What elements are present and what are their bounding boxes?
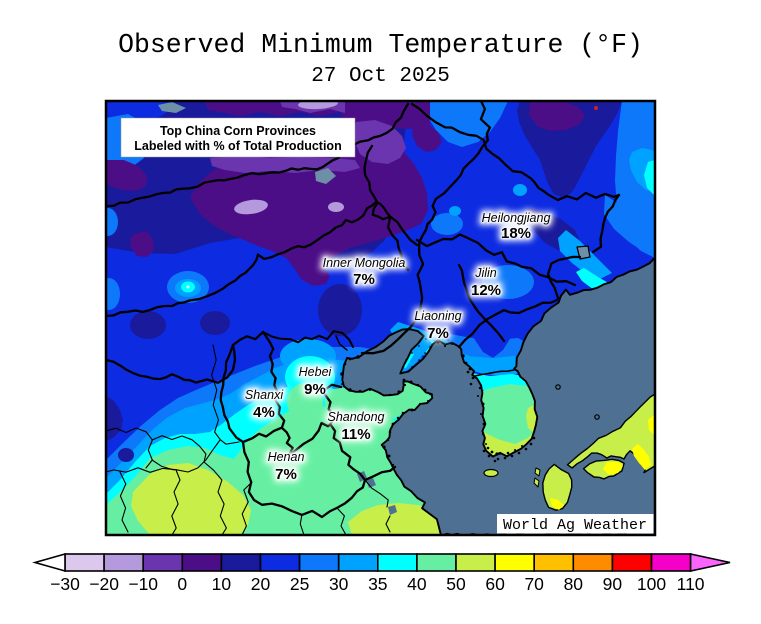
svg-text:World Ag Weather: World Ag Weather	[503, 517, 647, 534]
svg-text:Jilin: Jilin	[474, 266, 497, 280]
svg-text:7%: 7%	[427, 325, 449, 342]
svg-text:12%: 12%	[471, 282, 501, 299]
svg-text:Heilongjiang: Heilongjiang	[482, 211, 551, 225]
svg-text:Jilin: Jilin	[474, 266, 497, 280]
svg-text:80: 80	[564, 574, 584, 594]
svg-text:40: 40	[407, 574, 427, 594]
svg-text:7%: 7%	[275, 466, 297, 483]
svg-text:25: 25	[290, 574, 309, 594]
svg-text:4%: 4%	[253, 404, 275, 421]
svg-text:Henan: Henan	[268, 450, 305, 464]
svg-text:50: 50	[446, 574, 466, 594]
svg-text:Shandong: Shandong	[327, 410, 384, 424]
svg-text:60: 60	[485, 574, 505, 594]
svg-text:18%: 18%	[501, 225, 531, 242]
svg-text:−30: −30	[50, 574, 80, 594]
svg-text:Hebei: Hebei	[299, 365, 333, 379]
svg-text:90: 90	[603, 574, 623, 594]
svg-text:−10: −10	[128, 574, 158, 594]
svg-text:Labeled with % of Total Produc: Labeled with % of Total Production	[134, 139, 341, 153]
svg-text:Shandong: Shandong	[327, 410, 384, 424]
svg-text:70: 70	[524, 574, 544, 594]
svg-text:7%: 7%	[353, 271, 375, 288]
svg-text:9%: 9%	[304, 381, 326, 398]
svg-text:Shandong: Shandong	[327, 410, 384, 424]
svg-text:0: 0	[177, 574, 187, 594]
svg-text:12%: 12%	[471, 282, 501, 299]
svg-text:4%: 4%	[253, 404, 275, 421]
svg-text:Hebei: Hebei	[299, 365, 333, 379]
svg-text:7%: 7%	[275, 466, 297, 483]
svg-text:11%: 11%	[341, 426, 370, 443]
svg-text:110: 110	[677, 574, 705, 594]
svg-text:10: 10	[212, 574, 232, 594]
svg-text:Shanxi: Shanxi	[245, 388, 284, 402]
svg-text:9%: 9%	[304, 381, 326, 398]
svg-text:Liaoning: Liaoning	[414, 309, 461, 323]
svg-text:Inner Mongolia: Inner Mongolia	[323, 256, 406, 270]
svg-text:4%: 4%	[253, 404, 275, 421]
svg-text:Henan: Henan	[268, 450, 305, 464]
svg-text:18%: 18%	[501, 225, 531, 242]
svg-text:−20: −20	[89, 574, 119, 594]
svg-text:7%: 7%	[427, 325, 449, 342]
svg-text:7%: 7%	[353, 271, 375, 288]
svg-text:9%: 9%	[304, 381, 326, 398]
svg-text:Henan: Henan	[268, 450, 305, 464]
svg-text:Inner Mongolia: Inner Mongolia	[323, 256, 406, 270]
svg-text:11%: 11%	[341, 426, 370, 443]
svg-text:Shanxi: Shanxi	[245, 388, 284, 402]
svg-text:11%: 11%	[341, 426, 370, 443]
svg-text:18%: 18%	[501, 225, 531, 242]
svg-text:35: 35	[368, 574, 387, 594]
svg-text:30: 30	[329, 574, 349, 594]
svg-text:7%: 7%	[427, 325, 449, 342]
svg-text:Hebei: Hebei	[299, 365, 333, 379]
svg-text:Inner Mongolia: Inner Mongolia	[323, 256, 406, 270]
svg-text:7%: 7%	[353, 271, 375, 288]
svg-text:Heilongjiang: Heilongjiang	[482, 211, 551, 225]
svg-text:Top China Corn Provinces: Top China Corn Provinces	[160, 124, 316, 138]
svg-text:Jilin: Jilin	[474, 266, 497, 280]
svg-text:Liaoning: Liaoning	[414, 309, 461, 323]
svg-text:7%: 7%	[275, 466, 297, 483]
svg-text:Heilongjiang: Heilongjiang	[482, 211, 551, 225]
svg-text:20: 20	[251, 574, 271, 594]
svg-text:100: 100	[637, 574, 666, 594]
svg-text:12%: 12%	[471, 282, 501, 299]
svg-text:Shanxi: Shanxi	[245, 388, 284, 402]
svg-text:Liaoning: Liaoning	[414, 309, 461, 323]
